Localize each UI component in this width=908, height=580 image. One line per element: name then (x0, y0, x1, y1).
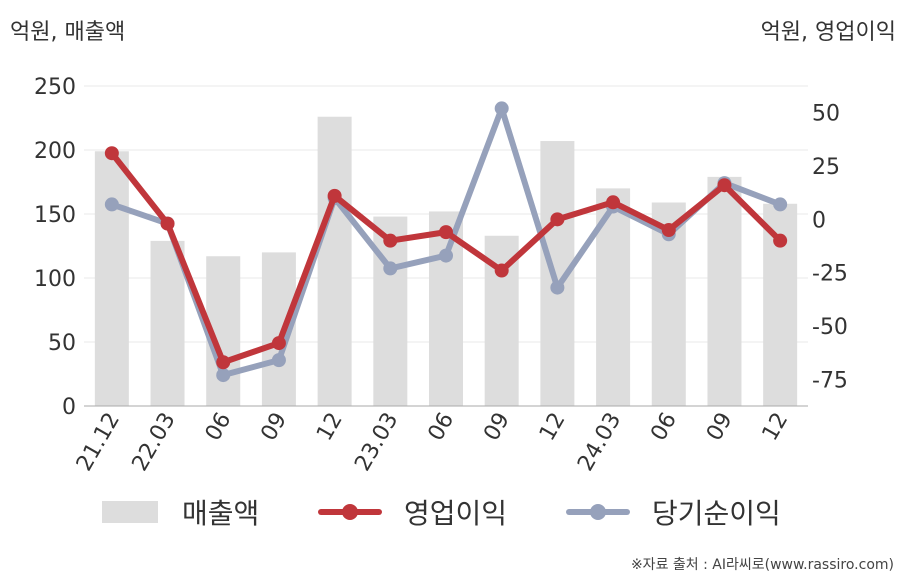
right-axis-unit-label: 억원, 영업이익 (760, 20, 896, 45)
right-tick-label: -25 (812, 262, 848, 287)
right-tick-label: -50 (812, 315, 848, 340)
category-label: 06 (646, 409, 682, 446)
source-credit: ※자료 출처 : AI라씨로(www.rassiro.com) (630, 557, 894, 573)
point-operating-profit (216, 355, 231, 370)
category-label: 21.12 (72, 409, 125, 476)
left-tick-label: 150 (34, 203, 76, 228)
point-operating-profit (104, 146, 119, 161)
right-tick-label: 0 (812, 208, 826, 233)
point-operating-profit (271, 336, 286, 351)
legend-label-operating-profit: 영업이익 (404, 497, 508, 530)
bar-revenue (94, 151, 129, 406)
category-label: 09 (479, 409, 515, 446)
point-operating-profit (439, 225, 453, 240)
bar-revenue (707, 176, 742, 406)
point-net-income (216, 368, 231, 383)
left-tick-label: 250 (34, 75, 76, 100)
category-label: 06 (201, 409, 237, 446)
bar-revenue (429, 211, 463, 406)
point-operating-profit (383, 233, 398, 248)
point-net-income (773, 197, 788, 212)
point-operating-profit (327, 188, 342, 203)
right-tick-label: -75 (812, 368, 848, 393)
right-tick-label: 25 (812, 155, 840, 180)
point-operating-profit (160, 216, 175, 231)
point-operating-profit (773, 233, 788, 248)
legend-swatch-net-income (566, 501, 630, 523)
category-label: 22.03 (128, 409, 181, 476)
category-label: 24.03 (573, 409, 626, 476)
bar-revenue (373, 216, 408, 406)
point-net-income (550, 280, 565, 295)
point-net-income (494, 101, 509, 116)
category-label: 12 (312, 409, 348, 446)
point-operating-profit (494, 263, 509, 278)
category-label: 09 (256, 409, 292, 446)
bar-revenue (317, 116, 352, 406)
category-label: 12 (535, 409, 571, 446)
point-net-income (271, 353, 286, 368)
category-label: 12 (758, 409, 794, 446)
point-operating-profit (550, 212, 565, 227)
left-tick-label: 100 (34, 267, 76, 292)
point-operating-profit (717, 178, 732, 193)
legend-swatch-operating-profit (318, 501, 382, 523)
legend-label-net-income: 당기순이익 (652, 497, 781, 530)
category-label: 06 (424, 409, 460, 446)
bar-revenue (150, 240, 185, 406)
legend-item-revenue: 매출액 (102, 492, 259, 532)
point-net-income (104, 197, 119, 212)
legend-item-net-income: 당기순이익 (566, 492, 781, 532)
legend-label-revenue: 매출액 (182, 497, 260, 530)
left-tick-label: 0 (62, 395, 76, 420)
category-label: 09 (702, 409, 738, 446)
point-operating-profit (606, 195, 621, 210)
category-label: 23.03 (350, 409, 403, 476)
left-axis-unit-label: 억원, 매출액 (10, 20, 126, 45)
legend-swatch-revenue (102, 501, 158, 523)
point-operating-profit (661, 223, 676, 237)
point-net-income (383, 261, 398, 276)
point-net-income (439, 248, 453, 263)
left-tick-label: 200 (34, 139, 76, 164)
right-tick-label: 50 (812, 102, 840, 127)
legend-item-operating-profit: 영업이익 (318, 492, 507, 532)
left-tick-label: 50 (48, 331, 76, 356)
